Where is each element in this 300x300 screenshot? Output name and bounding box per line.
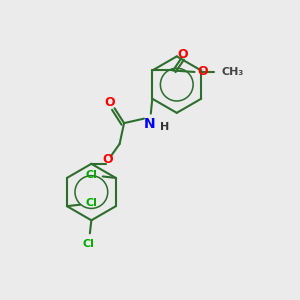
Text: O: O — [197, 65, 208, 79]
Text: CH₃: CH₃ — [221, 67, 244, 77]
Text: O: O — [102, 153, 113, 166]
Text: Cl: Cl — [82, 239, 94, 249]
Text: Cl: Cl — [85, 170, 98, 180]
Text: N: N — [143, 117, 155, 131]
Text: O: O — [105, 96, 116, 110]
Text: O: O — [178, 48, 188, 61]
Text: Cl: Cl — [85, 198, 97, 208]
Text: H: H — [160, 122, 169, 132]
